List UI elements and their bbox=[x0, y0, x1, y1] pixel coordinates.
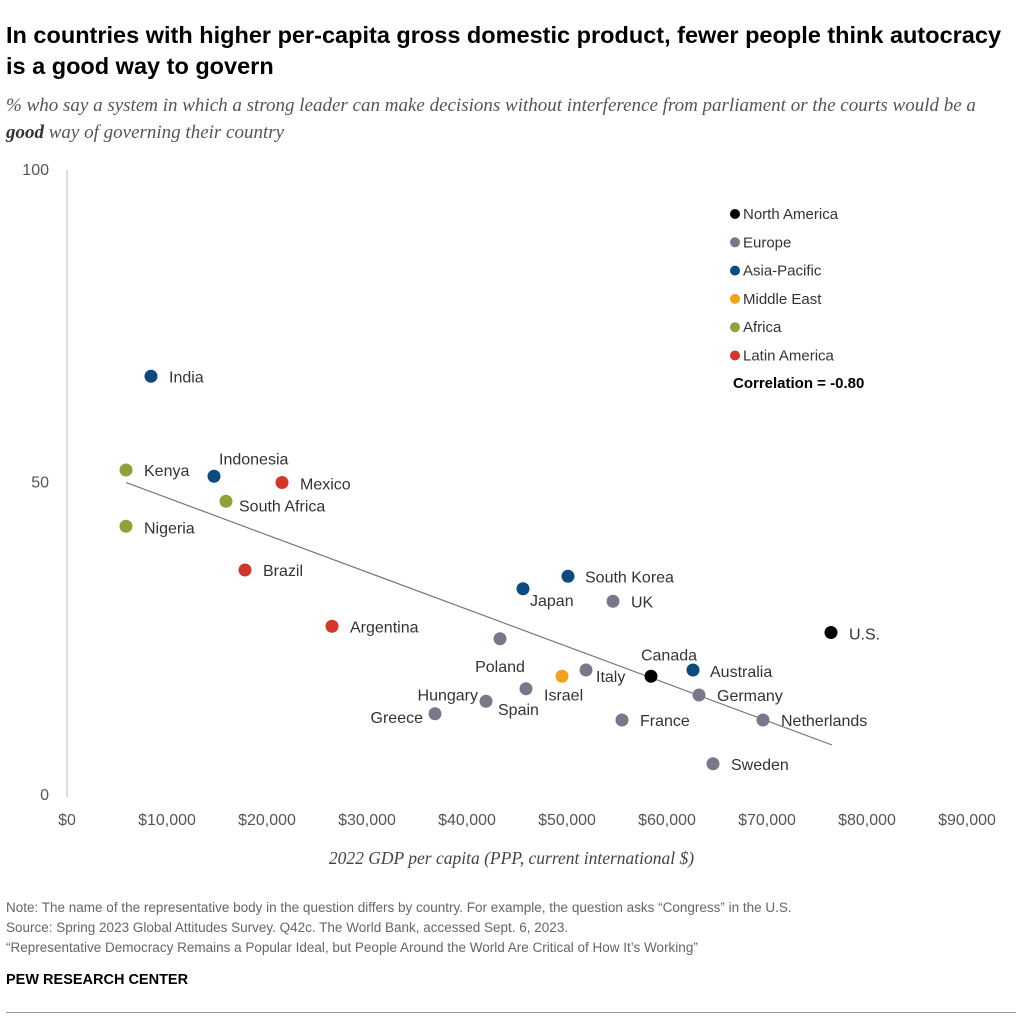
scatter-chart: 0 50 100 $0 $10,000 $20,000 $30,000 $40,000 $50… bbox=[22, 162, 996, 829]
brand-logo-text: PEW RESEARCH CENTER bbox=[6, 972, 189, 988]
legend-label: Africa bbox=[743, 319, 782, 336]
data-label: Netherlands bbox=[781, 713, 867, 730]
subtitle-emphasis: good bbox=[6, 122, 44, 143]
source-text: Source: Spring 2023 Global Attitudes Sur… bbox=[6, 920, 569, 935]
data-label: Germany bbox=[717, 688, 783, 705]
data-label: Mexico bbox=[300, 477, 351, 494]
x-tick-label: $60,000 bbox=[638, 812, 696, 829]
data-label: South Korea bbox=[585, 569, 674, 586]
x-tick-label: $0 bbox=[58, 812, 76, 829]
data-point bbox=[555, 669, 569, 683]
data-point bbox=[119, 519, 133, 533]
data-point bbox=[325, 619, 339, 633]
data-point bbox=[686, 663, 700, 677]
x-tick-label: $10,000 bbox=[138, 812, 196, 829]
data-label: France bbox=[640, 713, 690, 730]
x-axis-title: 2022 GDP per capita (PPP, current intern… bbox=[328, 848, 695, 868]
data-label: Brazil bbox=[263, 563, 303, 580]
data-point bbox=[144, 369, 158, 383]
data-point bbox=[238, 563, 252, 577]
data-point bbox=[519, 682, 533, 696]
y-tick-label: 50 bbox=[31, 475, 49, 492]
data-label: South Africa bbox=[239, 498, 325, 515]
data-point bbox=[644, 669, 658, 683]
data-label: Argentina bbox=[350, 619, 419, 636]
data-label: Sweden bbox=[731, 757, 789, 774]
data-label: Canada bbox=[641, 647, 697, 664]
data-label: India bbox=[169, 369, 204, 386]
x-tick-label: $40,000 bbox=[438, 812, 496, 829]
footnotes: Note: The name of the representative bod… bbox=[6, 898, 1016, 958]
legend-label: Middle East bbox=[743, 291, 822, 308]
data-points bbox=[119, 369, 838, 771]
x-tick-label: $50,000 bbox=[538, 812, 596, 829]
trendline bbox=[125, 481, 833, 746]
x-tick-label: $80,000 bbox=[838, 812, 896, 829]
data-point bbox=[516, 582, 530, 596]
chart-title: In countries with higher per-capita gros… bbox=[6, 22, 1002, 79]
data-point bbox=[219, 494, 233, 508]
data-label: Spain bbox=[498, 702, 539, 719]
data-point bbox=[706, 757, 720, 771]
legend: North America Europe Asia-Pacific Middle Ea… bbox=[730, 206, 864, 392]
data-label: Greece bbox=[371, 710, 424, 727]
trendline-group bbox=[125, 481, 833, 746]
data-label: Italy bbox=[596, 669, 625, 686]
data-label: Indonesia bbox=[219, 451, 288, 468]
correlation-label: Correlation = -0.80 bbox=[733, 375, 864, 392]
data-point bbox=[428, 707, 442, 721]
report-title-text: “Representative Democracy Remains a Popu… bbox=[6, 940, 698, 955]
data-point bbox=[615, 713, 629, 727]
x-tick-label: $70,000 bbox=[738, 812, 796, 829]
x-axis: $0 $10,000 $20,000 $30,000 $40,000 $50,000 $60… bbox=[58, 812, 996, 829]
data-label: UK bbox=[631, 594, 654, 611]
data-label: Poland bbox=[475, 659, 525, 676]
bottom-divider bbox=[6, 1012, 1016, 1013]
data-label: Nigeria bbox=[144, 520, 195, 537]
legend-swatch bbox=[730, 350, 740, 361]
data-point bbox=[692, 688, 706, 702]
data-point bbox=[561, 569, 575, 583]
data-point bbox=[824, 626, 838, 639]
data-point bbox=[479, 694, 493, 708]
data-point bbox=[275, 476, 289, 489]
data-label: Kenya bbox=[144, 463, 189, 480]
data-label: Israel bbox=[544, 687, 583, 704]
data-point bbox=[579, 663, 593, 677]
chart-subtitle: % who say a system in which a strong lea… bbox=[6, 92, 1016, 146]
data-point bbox=[606, 594, 620, 608]
country-labels: India Kenya Indonesia Mexico South Africa Nig… bbox=[144, 369, 880, 774]
legend-swatch bbox=[730, 237, 740, 248]
data-label: U.S. bbox=[849, 627, 880, 644]
y-tick-label: 0 bbox=[40, 787, 49, 804]
legend-swatch bbox=[730, 293, 740, 304]
subtitle-text-start: % who say a system in which a strong lea… bbox=[6, 95, 976, 116]
note-text: Note: The name of the representative bod… bbox=[6, 900, 792, 915]
y-tick-label: 100 bbox=[22, 162, 49, 179]
data-label: Australia bbox=[710, 664, 772, 681]
legend-label: Latin America bbox=[743, 348, 835, 365]
legend-label: North America bbox=[743, 206, 839, 223]
legend-swatch bbox=[730, 209, 740, 219]
data-point bbox=[119, 463, 133, 477]
data-label: Hungary bbox=[418, 687, 478, 704]
subtitle-text-end: way of governing their country bbox=[44, 122, 285, 143]
y-axis: 0 50 100 bbox=[22, 162, 68, 804]
legend-swatch bbox=[730, 265, 740, 276]
legend-swatch bbox=[730, 322, 740, 333]
x-tick-label: $90,000 bbox=[938, 812, 996, 829]
data-point bbox=[207, 469, 221, 483]
data-label: Japan bbox=[530, 593, 574, 610]
legend-label: Europe bbox=[743, 234, 791, 251]
data-point bbox=[756, 713, 770, 727]
legend-label: Asia-Pacific bbox=[743, 263, 822, 280]
x-tick-label: $20,000 bbox=[238, 812, 296, 829]
x-tick-label: $30,000 bbox=[338, 812, 396, 829]
data-point bbox=[493, 632, 507, 646]
